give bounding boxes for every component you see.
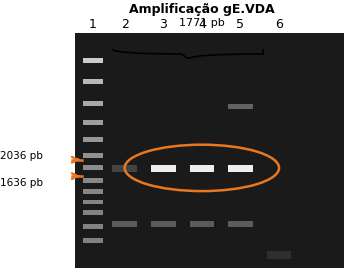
Bar [84,137,103,142]
Bar [84,210,103,215]
Text: 3: 3 [159,18,167,31]
Bar [75,33,344,268]
Text: 6: 6 [275,18,283,31]
Bar [151,221,176,227]
Bar [112,165,137,172]
Bar [84,58,103,63]
Text: Amplificação gE.VDA: Amplificação gE.VDA [129,3,274,16]
Bar [267,251,291,259]
Text: 4: 4 [198,18,206,31]
Bar [84,189,103,194]
Bar [228,221,253,227]
Text: 2: 2 [121,18,128,31]
Bar [84,165,103,170]
Bar [84,79,103,84]
Bar [84,200,103,204]
Bar [228,165,253,172]
Bar [112,221,137,227]
Bar [190,165,214,172]
Bar [151,165,176,172]
Bar [84,120,103,125]
Text: 5: 5 [237,18,244,31]
Text: 1636 pb: 1636 pb [0,178,43,188]
Bar [84,224,103,229]
Bar [190,221,214,227]
Bar [84,101,103,106]
Text: 1: 1 [89,18,97,31]
Bar [84,238,103,243]
Text: 2036 pb: 2036 pb [0,151,43,161]
Bar [84,178,103,183]
Bar [228,104,253,109]
Text: 1771 pb: 1771 pb [179,18,225,28]
Bar [84,153,103,158]
